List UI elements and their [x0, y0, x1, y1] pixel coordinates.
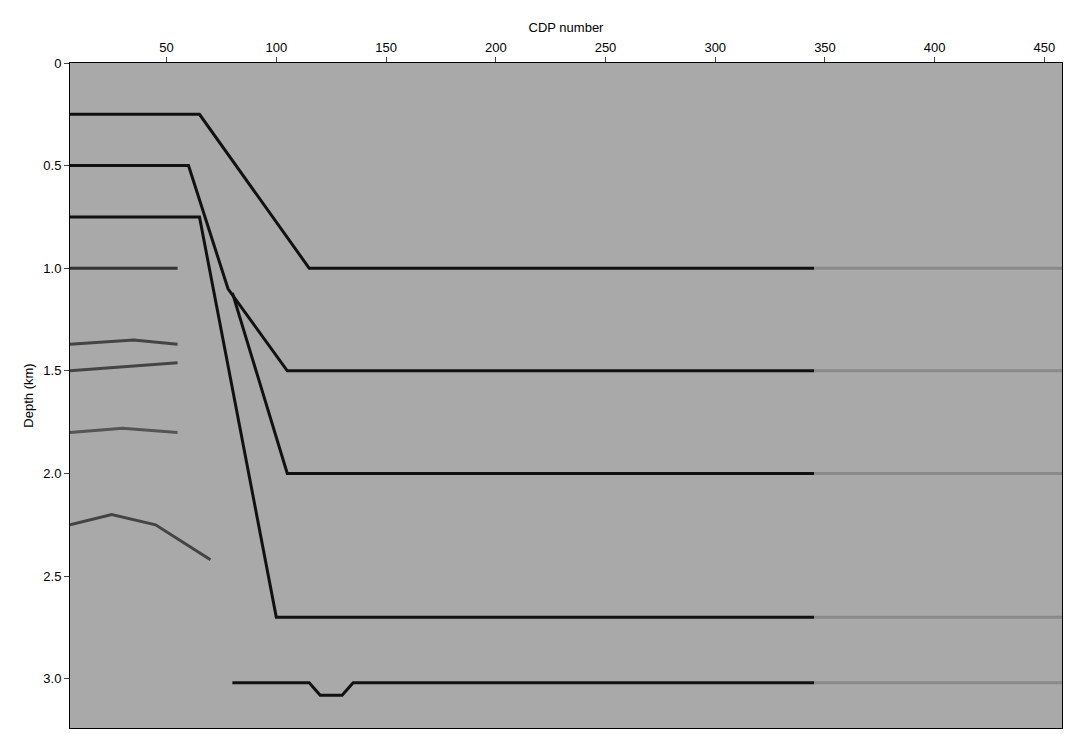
svg-text:350: 350 — [814, 40, 836, 55]
svg-text:2.5: 2.5 — [43, 569, 61, 584]
svg-text:2.0: 2.0 — [43, 466, 61, 481]
svg-text:CDP number: CDP number — [529, 20, 605, 35]
svg-text:250: 250 — [595, 40, 617, 55]
svg-text:400: 400 — [924, 40, 946, 55]
svg-text:50: 50 — [159, 40, 173, 55]
svg-text:450: 450 — [1034, 40, 1056, 55]
svg-text:200: 200 — [485, 40, 507, 55]
svg-text:3.0: 3.0 — [43, 671, 61, 686]
svg-text:150: 150 — [375, 40, 397, 55]
svg-text:1.0: 1.0 — [43, 261, 61, 276]
svg-text:300: 300 — [704, 40, 726, 55]
svg-text:0: 0 — [54, 56, 61, 71]
svg-text:Depth (km): Depth (km) — [21, 363, 36, 427]
svg-text:100: 100 — [265, 40, 287, 55]
svg-text:0.5: 0.5 — [43, 158, 61, 173]
svg-text:1.5: 1.5 — [43, 363, 61, 378]
